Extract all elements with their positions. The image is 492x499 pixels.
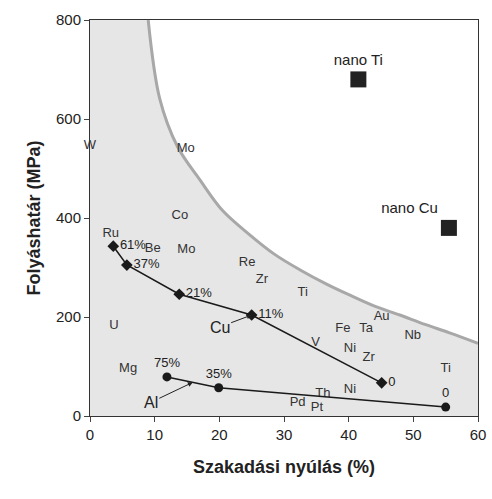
svg-text:Pd: Pd <box>290 394 306 409</box>
svg-text:Ti: Ti <box>440 360 450 375</box>
svg-text:Ni: Ni <box>344 381 356 396</box>
svg-text:Mg: Mg <box>119 360 137 375</box>
svg-text:600: 600 <box>56 110 81 127</box>
svg-text:60: 60 <box>470 426 487 443</box>
svg-text:V: V <box>311 334 320 349</box>
svg-text:200: 200 <box>56 308 81 325</box>
svg-text:Cu: Cu <box>210 319 230 336</box>
svg-text:Ti: Ti <box>298 284 308 299</box>
svg-text:Fe: Fe <box>335 320 350 335</box>
svg-text:Al: Al <box>144 394 158 411</box>
svg-text:37%: 37% <box>133 256 159 271</box>
svg-text:nano Ti: nano Ti <box>334 51 383 68</box>
svg-text:Th: Th <box>315 385 330 400</box>
svg-text:Szakadási nyúlás (%): Szakadási nyúlás (%) <box>193 457 375 477</box>
svg-text:0: 0 <box>86 426 94 443</box>
svg-text:30: 30 <box>276 426 293 443</box>
svg-text:Re: Re <box>239 254 256 269</box>
svg-text:U: U <box>109 317 118 332</box>
svg-text:Folyáshatár (MPa): Folyáshatár (MPa) <box>24 140 44 295</box>
svg-text:Au: Au <box>374 308 390 323</box>
svg-text:50: 50 <box>405 426 422 443</box>
svg-text:W: W <box>84 137 97 152</box>
svg-text:10: 10 <box>146 426 163 443</box>
svg-text:Mo: Mo <box>177 241 195 256</box>
svg-text:Nb: Nb <box>404 327 421 342</box>
svg-text:40: 40 <box>340 426 357 443</box>
svg-text:21%: 21% <box>186 285 212 300</box>
svg-text:Be: Be <box>145 240 161 255</box>
svg-text:0: 0 <box>73 407 81 424</box>
svg-text:0: 0 <box>442 385 449 400</box>
svg-text:Mo: Mo <box>177 140 195 155</box>
svg-text:Zr: Zr <box>256 271 269 286</box>
svg-text:61%: 61% <box>120 237 146 252</box>
svg-text:400: 400 <box>56 209 81 226</box>
svg-text:11%: 11% <box>258 306 283 321</box>
svg-text:Zr: Zr <box>363 349 376 364</box>
svg-text:0: 0 <box>388 374 395 389</box>
svg-text:Ru: Ru <box>102 225 119 240</box>
svg-text:Pt: Pt <box>311 399 324 414</box>
svg-text:75%: 75% <box>154 355 180 370</box>
svg-text:nano Cu: nano Cu <box>381 199 438 216</box>
svg-text:Ta: Ta <box>359 320 374 335</box>
svg-text:20: 20 <box>211 426 228 443</box>
svg-text:Co: Co <box>172 207 189 222</box>
svg-text:35%: 35% <box>206 366 232 381</box>
svg-text:Ni: Ni <box>344 340 356 355</box>
svg-text:800: 800 <box>56 11 81 28</box>
